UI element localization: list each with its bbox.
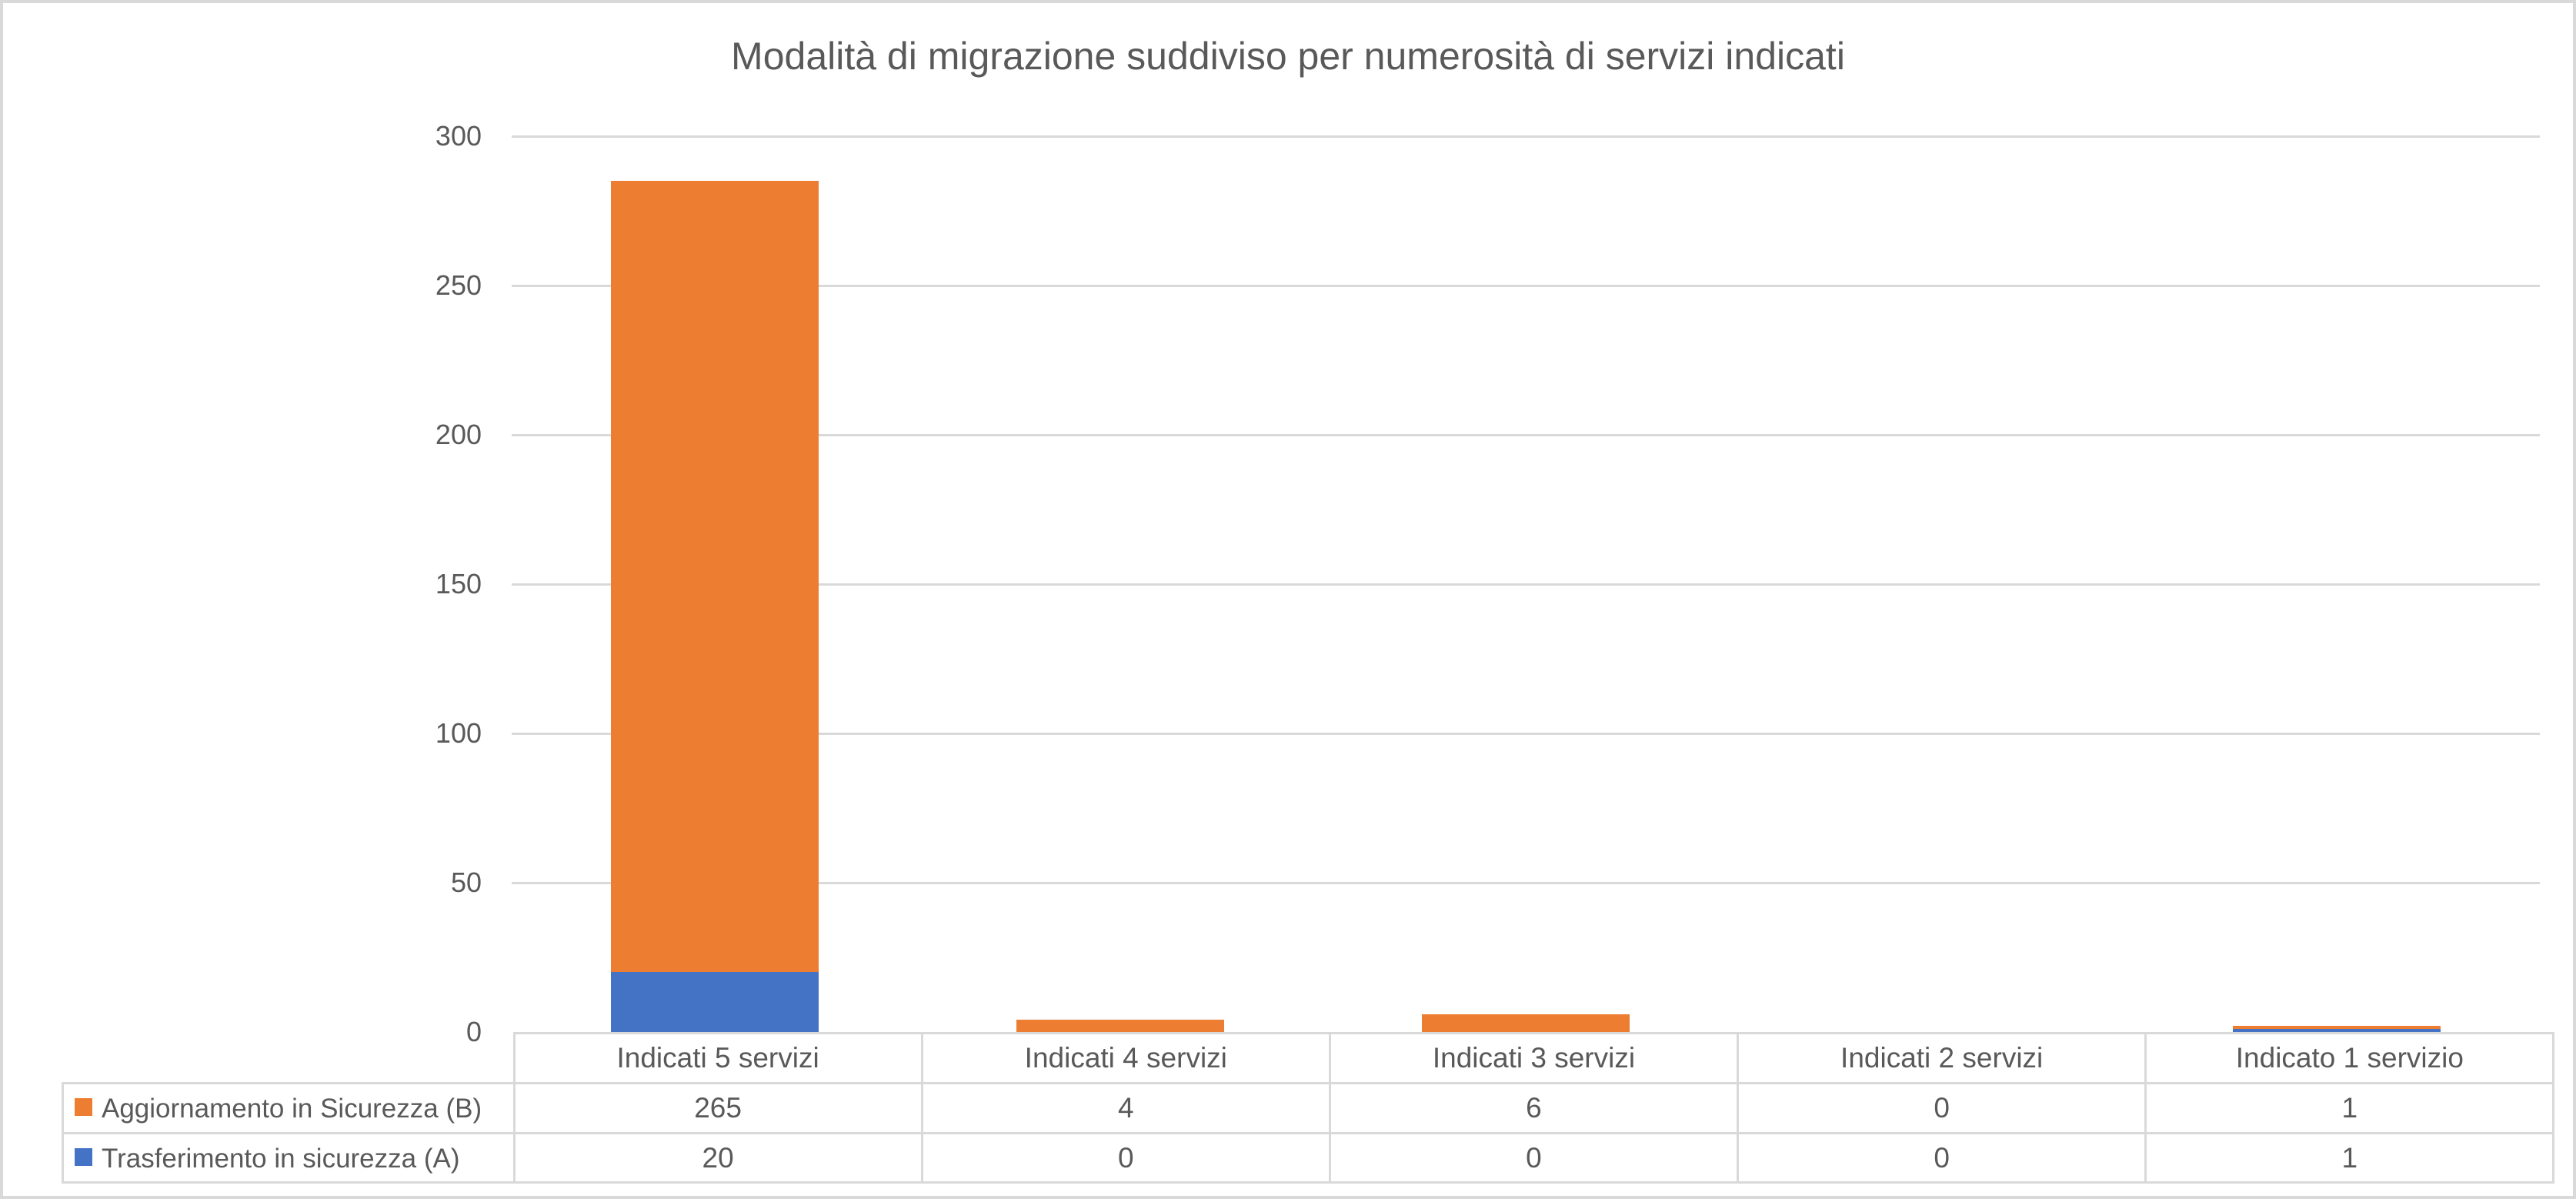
bar-segment-aggiornamento-in-sicurezza-b--cat3[interactable] [1422,1014,1630,1032]
gridline-300 [512,135,2540,138]
data-table: Indicati 5 servizi Indicati 4 servizi Indi… [62,1032,2555,1184]
y-axis-tick-label: 0 [465,1016,482,1047]
value-cell: 0 [1737,1082,2147,1134]
bar-segment-trasferimento-in-sicurezza-a--cat5[interactable] [2233,1029,2441,1032]
value-cell: 0 [920,1132,1331,1184]
table-row: Aggiornamento in Sicurezza (B) 265 4 6 0 1 [62,1082,2555,1134]
legend-cell: Trasferimento in sicurezza (A) [62,1132,516,1184]
category-header: Indicati 2 servizi [1737,1032,2147,1084]
data-table-corner [63,1034,515,1084]
legend-cell: Aggiornamento in Sicurezza (B) [62,1082,516,1134]
value-cell: 0 [1328,1132,1740,1184]
gridline-250 [512,284,2540,287]
gridline-50 [512,881,2540,884]
bar-segment-aggiornamento-in-sicurezza-b--cat2[interactable] [1016,1020,1224,1032]
legend-label: Aggiornamento in Sicurezza (B) [102,1093,482,1124]
category-header: Indicati 3 servizi [1328,1032,1740,1084]
gridline-150 [512,583,2540,586]
table-row: Trasferimento in sicurezza (A) 20 0 0 0 1 [62,1132,2555,1184]
value-cell: 20 [512,1132,923,1184]
y-axis-tick-label: 50 [450,867,482,898]
legend-label: Trasferimento in sicurezza (A) [102,1143,460,1174]
value-cell: 1 [2144,1132,2555,1184]
category-header: Indicati 4 servizi [920,1032,1331,1084]
y-axis-tick-label: 100 [435,717,482,749]
category-header: Indicato 1 servizio [2144,1032,2555,1084]
gridline-200 [512,433,2540,436]
bar-segment-aggiornamento-in-sicurezza-b--cat1[interactable] [610,181,819,973]
y-axis-tick-label: 150 [435,568,482,600]
category-header: Indicati 5 servizi [512,1032,923,1084]
value-cell: 0 [1737,1132,2147,1184]
legend-swatch-icon [75,1098,92,1117]
chart-title: Modalità di migrazione suddiviso per num… [731,35,1845,78]
bar-segment-trasferimento-in-sicurezza-a--cat1[interactable] [610,972,819,1032]
bar-segment-aggiornamento-in-sicurezza-b--cat5[interactable] [2233,1026,2441,1030]
gridline-100 [512,732,2540,735]
y-axis-tick-label: 200 [435,419,482,450]
y-axis-tick-label: 250 [435,269,482,301]
value-cell: 4 [920,1082,1331,1134]
y-axis-tick-label: 300 [435,120,482,152]
value-cell: 6 [1328,1082,1740,1134]
legend-swatch-icon [75,1147,92,1166]
value-cell: 265 [512,1082,923,1134]
value-cell: 1 [2144,1082,2555,1134]
